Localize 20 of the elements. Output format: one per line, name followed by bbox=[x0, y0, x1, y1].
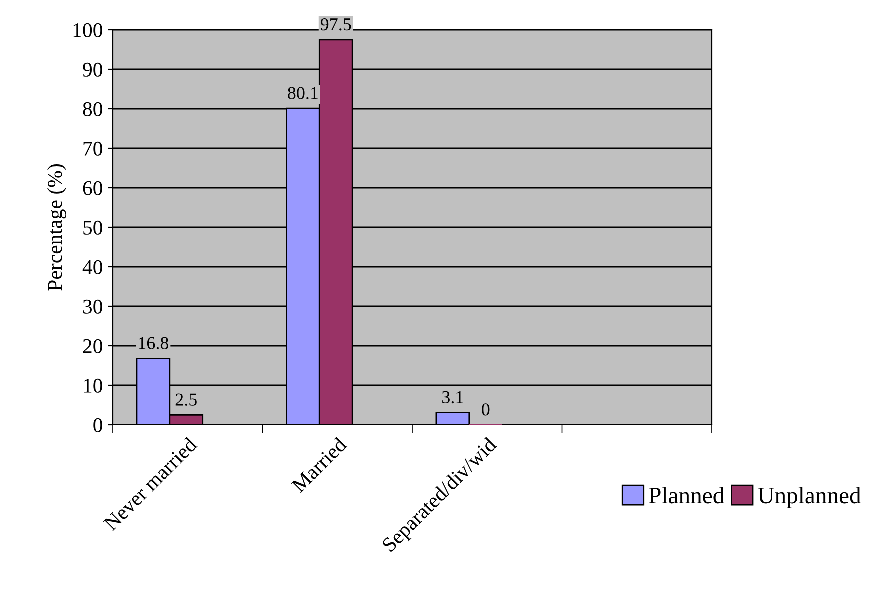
y-tick-label: 30 bbox=[83, 300, 102, 314]
y-tick-label: 90 bbox=[83, 62, 102, 77]
y-tick-label: 0 bbox=[94, 418, 102, 432]
data-label: 0 bbox=[482, 404, 490, 416]
data-label: 2.5 bbox=[176, 394, 197, 406]
y-tick-label: 10 bbox=[84, 378, 102, 393]
y-tick-label: 40 bbox=[82, 260, 102, 274]
legend-label: Planned bbox=[649, 487, 724, 504]
data-label: 80.1 bbox=[288, 87, 318, 100]
y-tick-label: 60 bbox=[83, 181, 102, 196]
legend-label: Unplanned bbox=[758, 487, 862, 508]
y-tick-label: 80 bbox=[83, 102, 102, 116]
y-tick-label: 70 bbox=[84, 142, 102, 156]
data-label: 16.8 bbox=[139, 337, 169, 350]
data-label: 3.1 bbox=[442, 391, 464, 404]
data-label: 97.5 bbox=[320, 18, 352, 31]
y-tick-label: 20 bbox=[83, 339, 102, 354]
y-tick-label: 50 bbox=[84, 220, 102, 235]
y-axis-title: Percentage (%) bbox=[48, 164, 66, 291]
y-tick-label: 100 bbox=[74, 23, 102, 38]
